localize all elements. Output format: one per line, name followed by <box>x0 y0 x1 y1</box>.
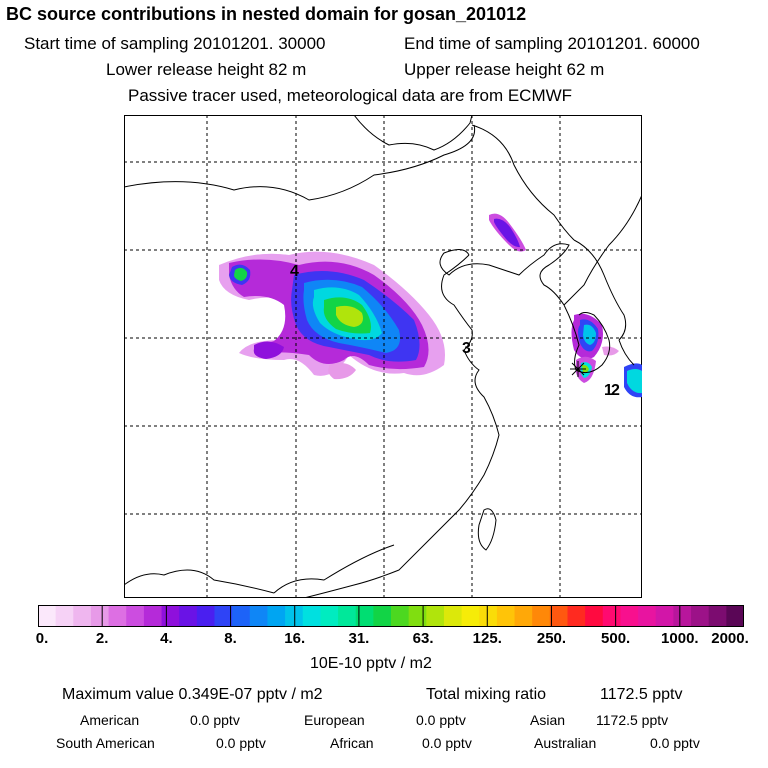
african-label: African <box>330 735 374 751</box>
upper-release-height: Upper release height 62 m <box>404 60 605 79</box>
total-mixing-value: 1172.5 pptv <box>600 686 683 703</box>
colorbar-units: 10E-10 pptv / m2 <box>310 655 432 672</box>
colorbar-tick-label: 2. <box>95 630 109 647</box>
asian-value: 1172.5 pptv <box>596 712 669 728</box>
colorbar-segment <box>408 605 427 627</box>
colorbar-segment <box>73 605 92 627</box>
colorbar-tick-label: 250. <box>536 630 567 647</box>
source-label-3: 3 <box>462 340 471 357</box>
colorbar-segment <box>108 605 127 627</box>
american-label: American <box>80 712 140 728</box>
colorbar-tick-label: 16. <box>284 630 306 647</box>
australian-value: 0.0 pptv <box>650 735 700 751</box>
map-panel: 4 3 1 2 <box>124 115 642 598</box>
asian-label: Asian <box>530 712 566 728</box>
colorbar-segment <box>620 605 639 627</box>
colorbar-segment <box>249 605 268 627</box>
colorbar-frame <box>38 605 744 627</box>
colorbar-segment <box>391 605 410 627</box>
colorbar-segment <box>38 605 57 627</box>
colorbar-segment <box>655 605 674 627</box>
south-american-label: South American <box>56 735 155 751</box>
colorbar-tick-label: 500. <box>601 630 631 647</box>
colorbar-segment <box>585 605 604 627</box>
colorbar-segment <box>567 605 586 627</box>
colorbar-segment <box>143 605 163 627</box>
colorbar-segment <box>673 605 692 627</box>
end-time: End time of sampling 20101201. 60000 <box>404 34 700 53</box>
colorbar-segment <box>196 605 215 627</box>
colorbar-segment <box>496 605 516 627</box>
colorbar-segment <box>726 605 744 627</box>
colorbar-tick-label: 1000. <box>661 630 699 647</box>
colorbar-tick-label: 0. <box>35 630 49 647</box>
graticule <box>124 115 642 598</box>
colorbar-segment <box>479 605 498 627</box>
colorbar-tick-label: 2000. <box>711 630 749 647</box>
colorbar-tick-label: 63. <box>412 630 434 647</box>
colorbar-segment <box>302 605 321 627</box>
african-value: 0.0 pptv <box>422 735 472 751</box>
colorbar-segment <box>320 605 339 627</box>
lower-release-height: Lower release height 82 m <box>106 60 307 79</box>
colorbar-segment <box>426 605 445 627</box>
colorbar-tick-label: 31. <box>348 630 370 647</box>
european-label: European <box>304 712 365 728</box>
colorbar-segment <box>461 605 480 627</box>
european-value: 0.0 pptv <box>416 712 466 728</box>
colorbar-tick-label: 4. <box>160 630 173 647</box>
plume-field <box>219 213 642 398</box>
colorbar-segment <box>355 605 374 627</box>
colorbar-segment <box>514 605 533 627</box>
colorbar-segment <box>161 605 180 627</box>
colorbar-segment <box>179 605 198 627</box>
colorbar-tick-label: 8. <box>224 630 237 647</box>
colorbar-segment <box>638 605 657 627</box>
colorbar <box>38 605 744 627</box>
tracer-note: Passive tracer used, meteorological data… <box>128 86 573 105</box>
australian-label: Australian <box>534 735 597 751</box>
colorbar-segment <box>708 605 727 627</box>
total-mixing-label: Total mixing ratio <box>426 686 547 703</box>
colorbar-segment <box>90 605 110 627</box>
american-value: 0.0 pptv <box>190 712 240 728</box>
colorbar-segment <box>691 605 710 627</box>
colorbar-segment <box>373 605 392 627</box>
max-value: Maximum value 0.349E-07 pptv / m2 <box>62 686 323 703</box>
colorbar-segment <box>214 605 233 627</box>
source-label-2: 2 <box>611 382 620 399</box>
source-label-1: 1 <box>604 382 613 399</box>
colorbar-segment <box>338 605 357 627</box>
colorbar-segment <box>285 605 304 627</box>
source-label-4: 4 <box>290 263 299 280</box>
colorbar-segment <box>532 605 551 627</box>
colorbar-segment <box>126 605 145 627</box>
colorbar-segment <box>602 605 621 627</box>
colorbar-segment <box>55 605 74 627</box>
receptor-marker <box>570 361 586 377</box>
colorbar-segment <box>267 605 286 627</box>
south-american-value: 0.0 pptv <box>216 735 266 751</box>
start-time: Start time of sampling 20101201. 30000 <box>24 34 326 53</box>
colorbar-segment <box>443 605 463 627</box>
colorbar-segment <box>549 605 568 627</box>
coastlines <box>124 115 642 598</box>
colorbar-tick-label: 125. <box>472 630 502 647</box>
plot-title: BC source contributions in nested domain… <box>6 4 527 24</box>
colorbar-segment <box>232 605 251 627</box>
